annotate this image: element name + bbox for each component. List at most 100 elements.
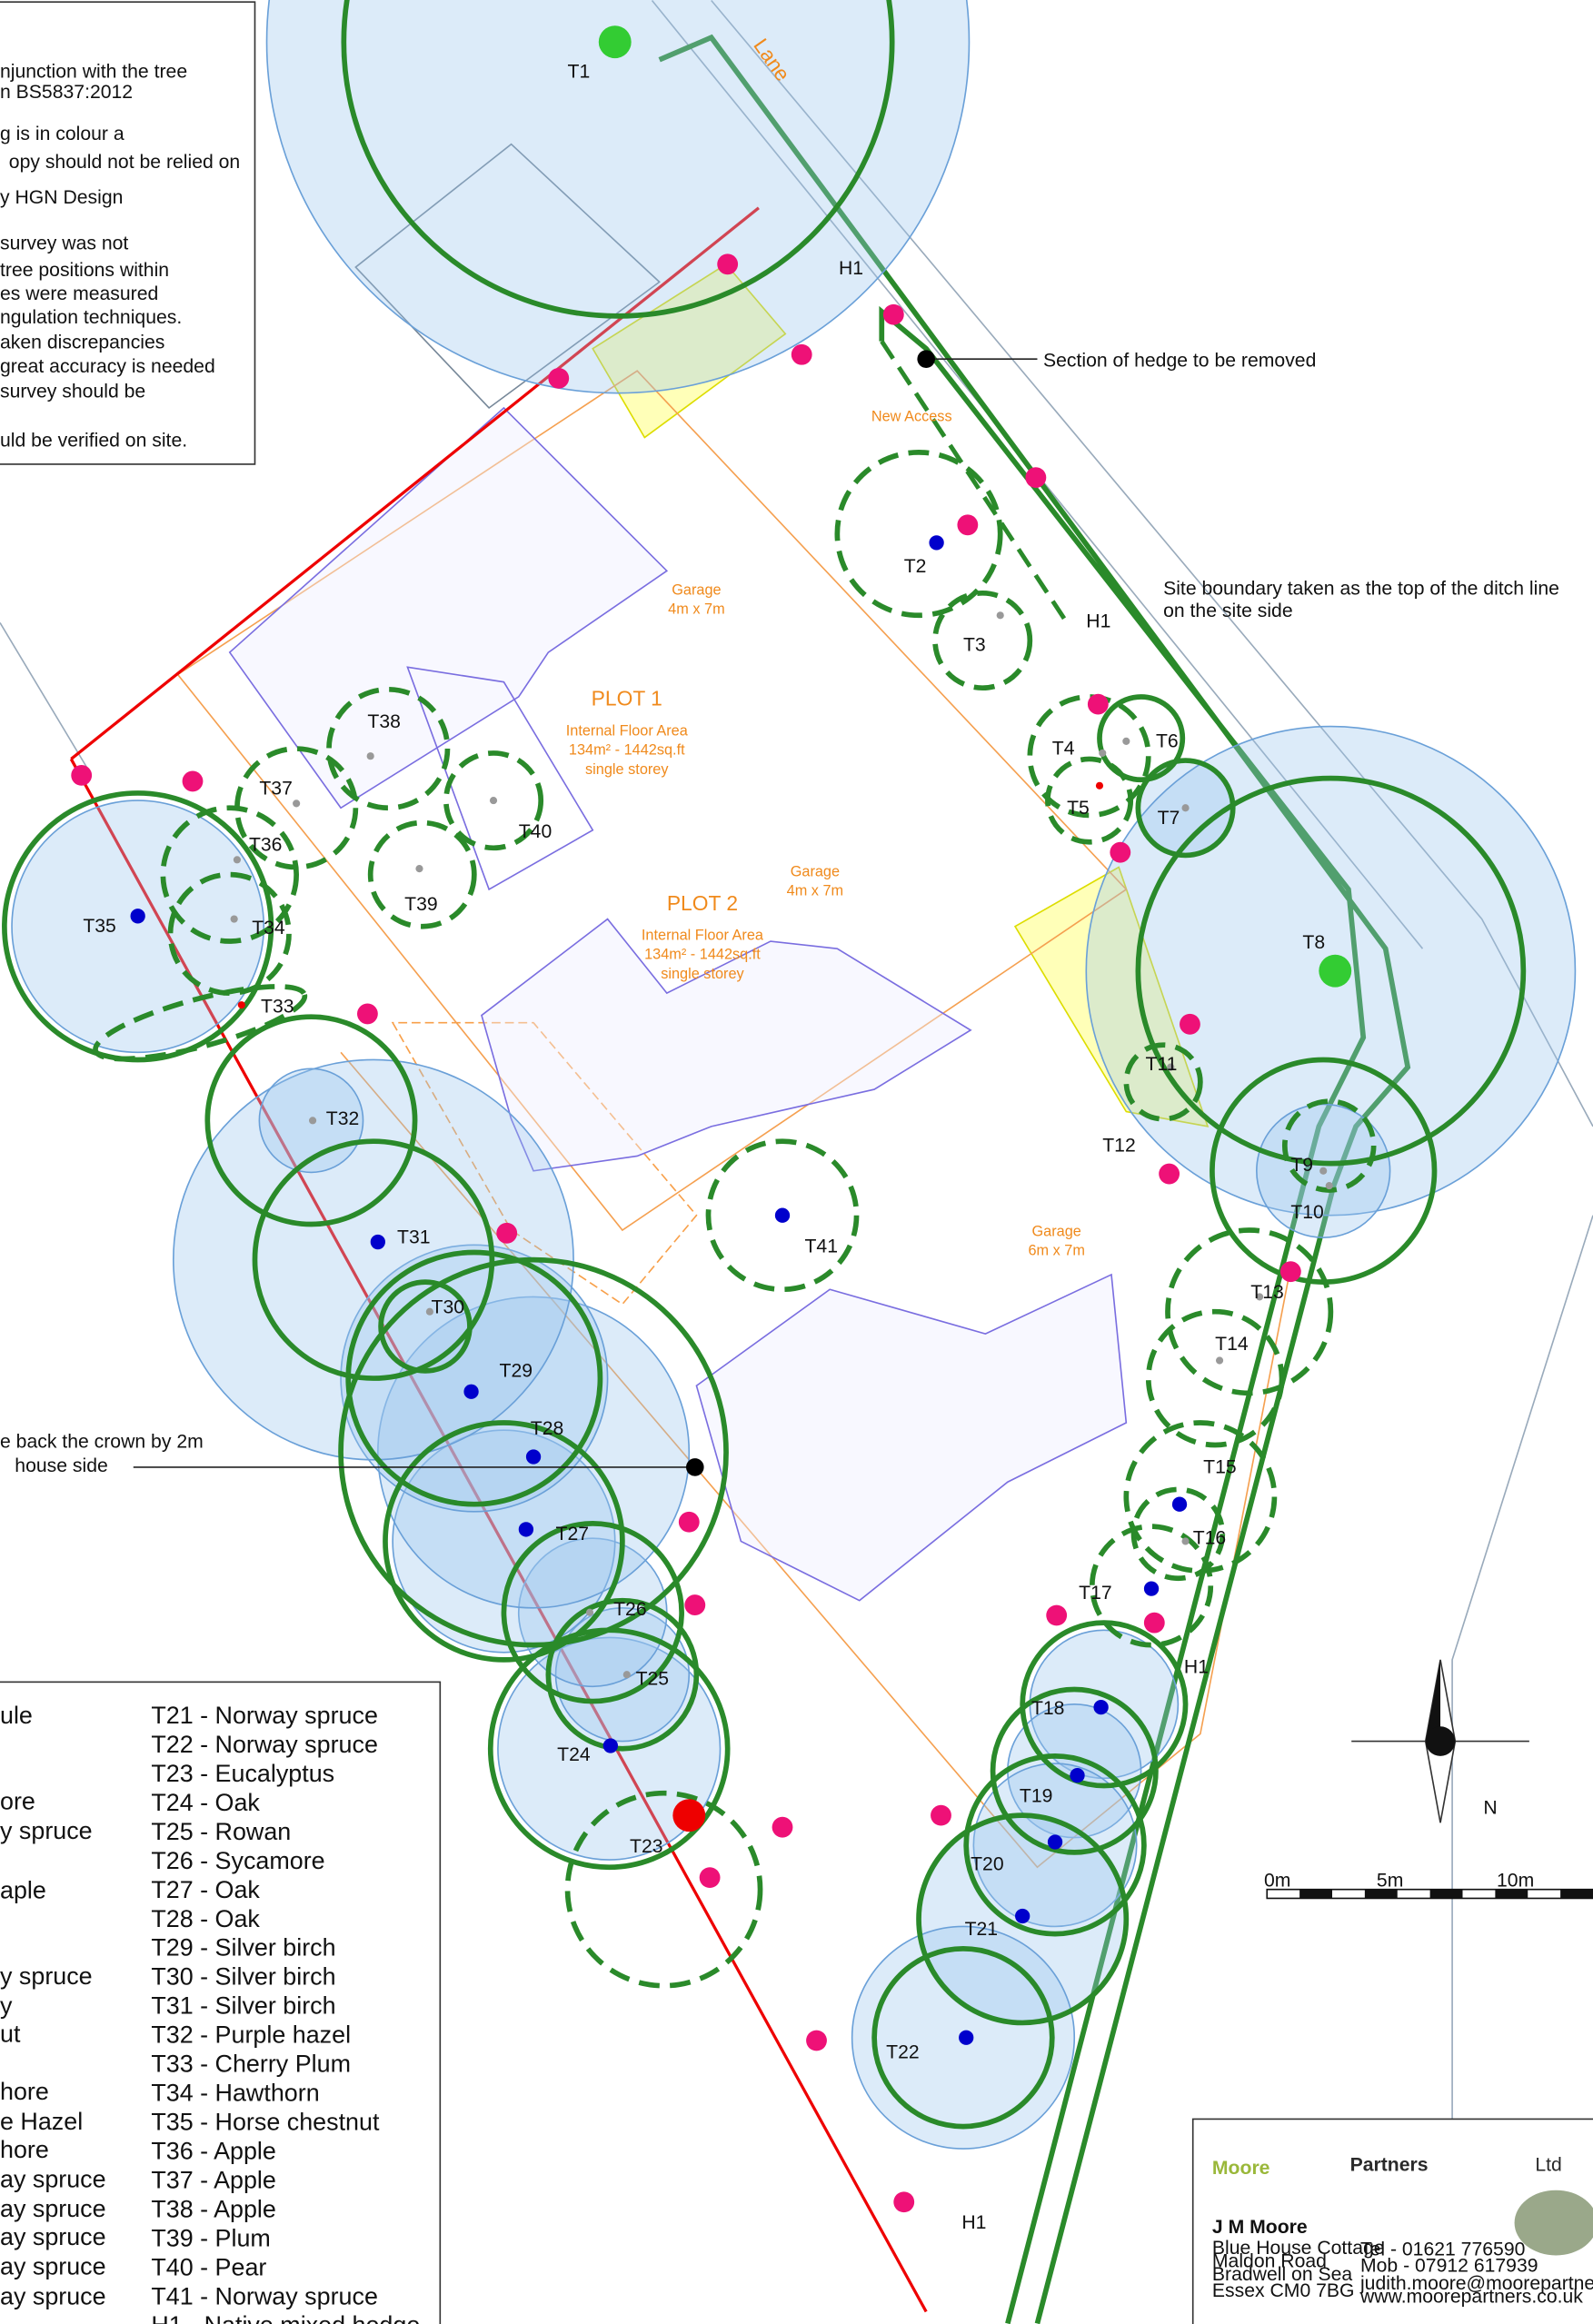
legend-entry: y (0, 1992, 13, 2020)
tree-label: T35 (83, 916, 116, 937)
boundary-marker (548, 367, 570, 389)
crown-spread (1165, 1227, 1334, 1396)
plot-info: single storey (661, 966, 744, 982)
plot-info: single storey (585, 761, 669, 778)
boundary-marker (699, 1867, 721, 1889)
tree-stem (929, 535, 944, 551)
tree-label: T8 (1302, 932, 1325, 953)
tree-stem (996, 611, 1004, 620)
crown-spread (1097, 694, 1186, 783)
boundary-marker (678, 1511, 700, 1533)
tree-stem (489, 797, 498, 805)
tree-stem (1070, 1767, 1085, 1783)
boundary-marker (182, 770, 204, 792)
legend-entry: y spruce (0, 1962, 93, 1990)
crown-spread (1135, 775, 1527, 1167)
hedge-removed (880, 340, 1070, 624)
tree-stem (230, 915, 238, 923)
tree-label: T38 (367, 711, 401, 732)
garage-label: 6m x 7m (1028, 1243, 1084, 1259)
tree-stem (366, 752, 374, 760)
tree-stem (1319, 1167, 1328, 1175)
crown-spread (1027, 694, 1151, 819)
note-line: opy should not be relied on (9, 152, 240, 173)
crown-spread (2, 790, 274, 1063)
tree-label: T37 (259, 779, 293, 799)
legend-entry: ay spruce (0, 2223, 106, 2250)
logo (1514, 2190, 1593, 2256)
legend-entry: T21 - Norway spruce (151, 1702, 378, 1729)
tree-stem (130, 909, 145, 924)
crown-spread (501, 1521, 684, 1704)
company-name: Partners (1350, 2155, 1429, 2176)
legend-entry: ay spruce (0, 2165, 106, 2192)
boundary-marker (496, 1222, 518, 1244)
tree-label: T31 (397, 1227, 431, 1248)
tree-stem (518, 1522, 534, 1537)
note-line: great accuracy is needed (0, 356, 215, 377)
tree-stem (1181, 1537, 1190, 1545)
crown-spread (383, 1420, 625, 1663)
legend-entry: T40 - Pear (151, 2253, 266, 2280)
tree-stem (1171, 1496, 1188, 1512)
scale-label: 10m (1497, 1870, 1534, 1891)
note-line: n BS5837:2012 (0, 82, 133, 103)
boundary-marker (1087, 693, 1109, 715)
tree-stem (1015, 1908, 1030, 1924)
tree-stem (1319, 954, 1352, 988)
tree-label: T19 (1020, 1785, 1053, 1806)
crown-spread (443, 750, 544, 851)
tree-stem (1047, 1834, 1063, 1850)
tree-stem (1093, 1699, 1109, 1715)
contact: Tel - 01621 776590 (1360, 2239, 1525, 2259)
note-line: y HGN Design (0, 187, 123, 208)
tree-label: T10 (1290, 1202, 1324, 1223)
marker (686, 1458, 704, 1476)
crown-spread (338, 1256, 729, 1648)
legend-entry: T23 - Eucalyptus (151, 1760, 334, 1787)
tree-stem (463, 1384, 479, 1399)
crown-spread (1145, 1308, 1285, 1448)
garage-label: 4m x 7m (668, 601, 724, 618)
hedge-outline (658, 34, 1411, 2324)
tree-stem (237, 1001, 245, 1009)
hedge-label: H1 (1184, 1657, 1209, 1678)
note-line: survey should be (0, 382, 145, 402)
tree-stem (1167, 1063, 1175, 1071)
tree-stem (1181, 804, 1190, 812)
tree-stem (598, 25, 632, 59)
house-plot-1 (228, 406, 669, 809)
tree-label: T27 (556, 1524, 590, 1544)
tree-label: T20 (971, 1853, 1004, 1874)
note-line: tree positions within (0, 260, 169, 281)
contact: www.moorepartners.co.uk (1359, 2287, 1583, 2308)
annotation: on the site side (1163, 601, 1293, 621)
tree-label: T13 (1250, 1282, 1284, 1303)
legend-entry: ay spruce (0, 2195, 106, 2222)
crown-spread (167, 871, 292, 996)
boundary-marker (1110, 841, 1131, 863)
annotation: New Access (871, 409, 952, 425)
tree-label: T1 (568, 61, 591, 82)
garage-label: Garage (1032, 1224, 1081, 1240)
tree-stem (1143, 1581, 1160, 1596)
legend-entry: T22 - Norway spruce (151, 1731, 378, 1758)
legend-box (0, 1681, 442, 2324)
crown-spread (564, 1790, 763, 1989)
tree-label: T23 (630, 1836, 663, 1857)
north-arrow: N (1351, 1659, 1529, 1823)
crown-spread (160, 805, 299, 944)
crown-spread (1123, 1042, 1203, 1122)
crown-spread (1089, 1524, 1214, 1648)
note-line: aken discrepancies (0, 333, 164, 353)
tree-label: T16 (1193, 1528, 1227, 1549)
plot-info: 134m² - 1442sq.ft (644, 947, 761, 963)
note-line: ngulation techniques. (0, 307, 182, 328)
annotation: Site boundary taken as the top of the di… (1163, 578, 1559, 599)
tree-label: T21 (965, 1919, 999, 1940)
canopy (172, 1058, 574, 1461)
legend-entry: ule (0, 1702, 33, 1729)
legend-entry: T39 - Plum (151, 2224, 271, 2251)
